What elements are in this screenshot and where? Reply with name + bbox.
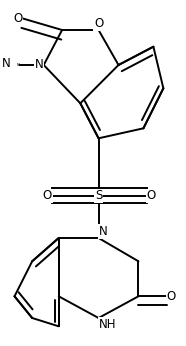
Text: O: O: [167, 290, 176, 303]
Text: N: N: [17, 63, 20, 67]
Text: O: O: [43, 189, 52, 202]
Text: NH: NH: [99, 318, 116, 331]
Text: N: N: [15, 63, 18, 67]
Text: S: S: [95, 189, 102, 202]
Text: O: O: [147, 189, 156, 202]
Text: O: O: [94, 17, 103, 30]
Text: N: N: [2, 57, 11, 70]
Text: O: O: [13, 12, 22, 25]
Text: N: N: [35, 58, 44, 72]
Text: N: N: [99, 225, 107, 238]
